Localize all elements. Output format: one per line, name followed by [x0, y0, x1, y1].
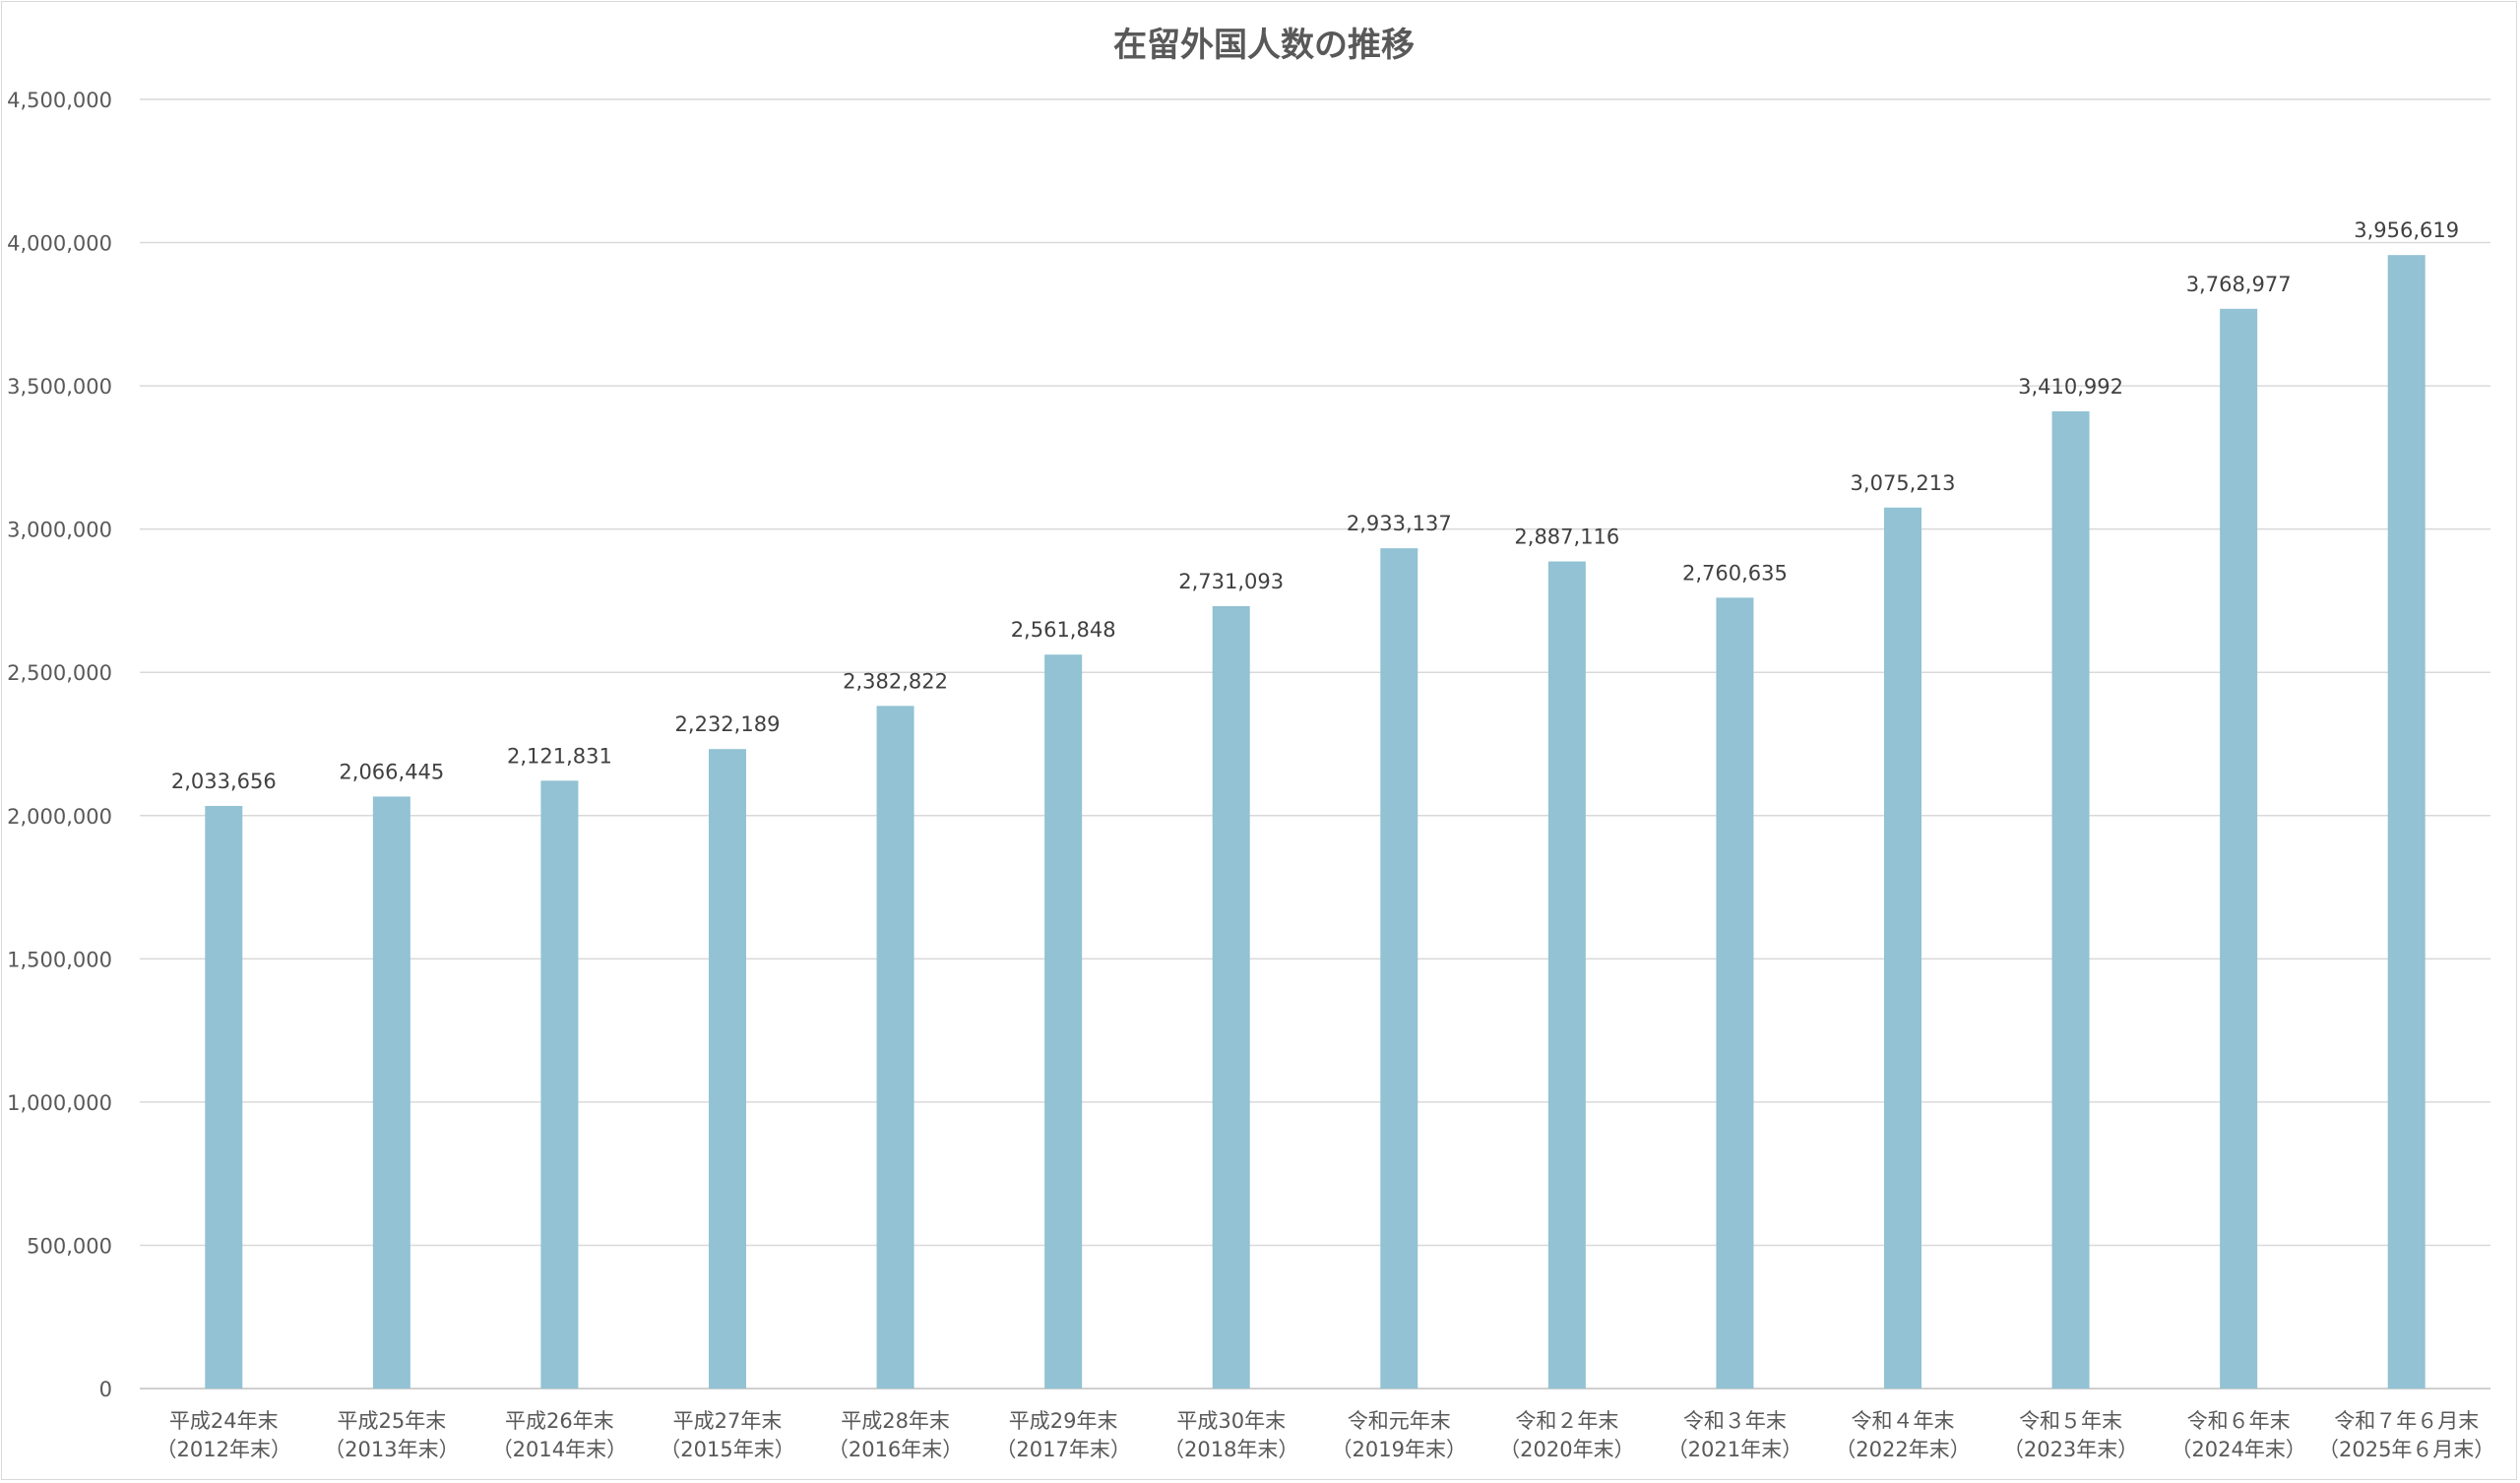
- data-label: 2,121,831: [507, 744, 612, 768]
- data-label: 3,075,213: [1851, 471, 1956, 495]
- bars: [205, 255, 2426, 1390]
- y-tick-label: 3,500,000: [7, 375, 112, 399]
- bar: [709, 749, 746, 1389]
- chart-title: 在留外国人数の推移: [1113, 26, 1415, 65]
- bar: [1044, 654, 1083, 1389]
- data-label: 2,887,116: [1514, 525, 1619, 549]
- y-axis-tick-labels: 0 500,000 1,000,000 1,500,000 2,000,000 2,500…: [7, 89, 112, 1401]
- x-tick-label: 令和５年末（2023年末）: [2003, 1409, 2138, 1461]
- data-label: 3,768,977: [2186, 273, 2292, 296]
- gridlines: [140, 98, 2490, 1390]
- bar: [2051, 411, 2090, 1389]
- data-label: 2,232,189: [675, 712, 781, 736]
- data-label: 2,731,093: [1178, 570, 1284, 593]
- data-label: 3,956,619: [2354, 218, 2459, 242]
- x-tick-label: 平成28年末（2016年末）: [828, 1409, 963, 1461]
- x-tick-label: 平成27年末（2015年末）: [660, 1409, 794, 1461]
- bar: [2220, 308, 2258, 1389]
- bar: [540, 780, 579, 1389]
- y-tick-label: 0: [99, 1378, 112, 1401]
- x-tick-label: 令和２年末（2020年末）: [1499, 1409, 1634, 1461]
- y-tick-label: 1,500,000: [7, 948, 112, 971]
- y-tick-label: 2,000,000: [7, 805, 112, 829]
- x-tick-label: 令和４年末（2022年末）: [1835, 1409, 1970, 1461]
- x-axis-tick-labels: 平成24年末（2012年末） 平成25年末（2013年末） 平成26年末（2014年…: [157, 1409, 2495, 1461]
- y-tick-label: 1,000,000: [7, 1091, 112, 1115]
- data-label: 2,033,656: [171, 770, 277, 793]
- data-label: 2,066,445: [339, 760, 444, 783]
- bar: [2387, 255, 2426, 1390]
- bar: [1716, 597, 1754, 1389]
- x-tick-label: 令和６年末（2024年末）: [2171, 1409, 2305, 1461]
- x-tick-label: 令和３年末（2021年末）: [1668, 1409, 1802, 1461]
- data-label: 2,382,822: [843, 669, 948, 693]
- y-tick-label: 3,000,000: [7, 519, 112, 542]
- data-label: 3,410,992: [2018, 375, 2123, 399]
- y-tick-label: 4,500,000: [7, 89, 112, 112]
- bar: [876, 706, 914, 1389]
- data-label: 2,760,635: [1682, 561, 1788, 585]
- x-tick-label: 平成30年末（2018年末）: [1164, 1409, 1298, 1461]
- bar: [1547, 561, 1586, 1389]
- bar: [205, 805, 243, 1389]
- data-label: 2,933,137: [1347, 512, 1452, 535]
- y-tick-label: 2,500,000: [7, 661, 112, 685]
- x-tick-label: 令和元年末（2019年末）: [1332, 1409, 1467, 1461]
- x-tick-label: 令和７年６月末（2025年６月末）: [2318, 1409, 2494, 1461]
- bar: [372, 796, 410, 1389]
- bar: [1380, 548, 1418, 1389]
- data-labels: 2,033,656 2,066,445 2,121,831 2,232,189 2,38…: [171, 218, 2459, 793]
- y-tick-label: 4,000,000: [7, 232, 112, 256]
- x-tick-label: 平成24年末（2012年末）: [157, 1409, 291, 1461]
- bar: [1884, 507, 1922, 1389]
- data-label: 2,561,848: [1011, 618, 1116, 642]
- y-tick-label: 500,000: [27, 1234, 112, 1258]
- x-tick-label: 平成26年末（2014年末）: [492, 1409, 627, 1461]
- bar: [1212, 605, 1250, 1389]
- x-tick-label: 平成29年末（2017年末）: [995, 1409, 1130, 1461]
- x-tick-label: 平成25年末（2013年末）: [324, 1409, 459, 1461]
